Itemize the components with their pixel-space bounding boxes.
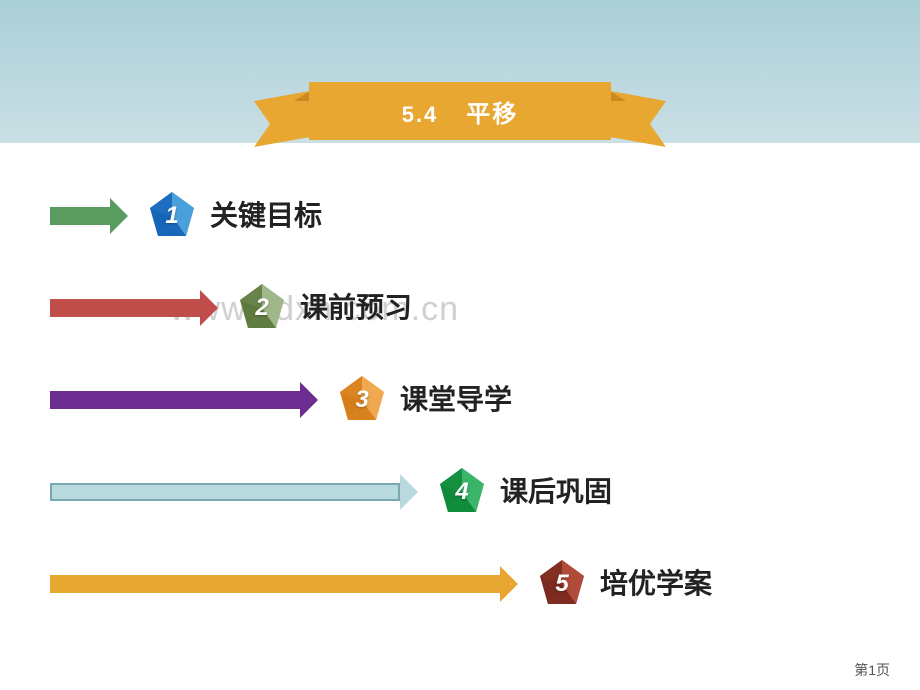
- divider-dotted: [210, 236, 370, 238]
- section-title: 平移: [466, 101, 518, 128]
- toc-item-1: 1 关键目标: [50, 190, 370, 242]
- item-number: 3: [355, 386, 368, 414]
- item-number: 2: [255, 294, 268, 322]
- item-label: 课后巩固: [500, 470, 660, 510]
- title-banner: 5.4 平移: [309, 82, 611, 140]
- arrow-icon: [50, 299, 200, 317]
- divider-dotted: [300, 328, 460, 330]
- divider-dotted: [400, 420, 560, 422]
- item-number: 4: [455, 478, 468, 506]
- ribbon-right-icon: [610, 91, 666, 147]
- toc-item-3: 3 课堂导学: [50, 374, 560, 426]
- item-label: 培优学案: [600, 562, 760, 602]
- arrow-icon: [50, 207, 110, 225]
- arrow-icon: [50, 575, 500, 593]
- arrow-icon: [50, 391, 300, 409]
- toc-item-4: 4 课后巩固: [50, 466, 660, 518]
- item-label: 课堂导学: [400, 378, 560, 418]
- toc-item-2: 2 课前预习: [50, 282, 460, 334]
- crystal-badge-icon: 2: [236, 282, 288, 334]
- toc-item-5: 5 培优学案: [50, 558, 760, 610]
- item-number: 5: [555, 570, 568, 598]
- divider-dotted: [600, 604, 760, 606]
- crystal-badge-icon: 4: [436, 466, 488, 518]
- section-number: 5.4: [402, 102, 439, 127]
- item-label: 关键目标: [210, 194, 370, 234]
- crystal-badge-icon: 3: [336, 374, 388, 426]
- page-number: 第1页: [854, 660, 890, 680]
- crystal-badge-icon: 1: [146, 190, 198, 242]
- item-number: 1: [165, 202, 178, 230]
- item-label: 课前预习: [300, 286, 460, 326]
- divider-dotted: [500, 512, 660, 514]
- arrow-icon: [50, 483, 400, 501]
- ribbon-left-icon: [254, 91, 310, 147]
- crystal-badge-icon: 5: [536, 558, 588, 610]
